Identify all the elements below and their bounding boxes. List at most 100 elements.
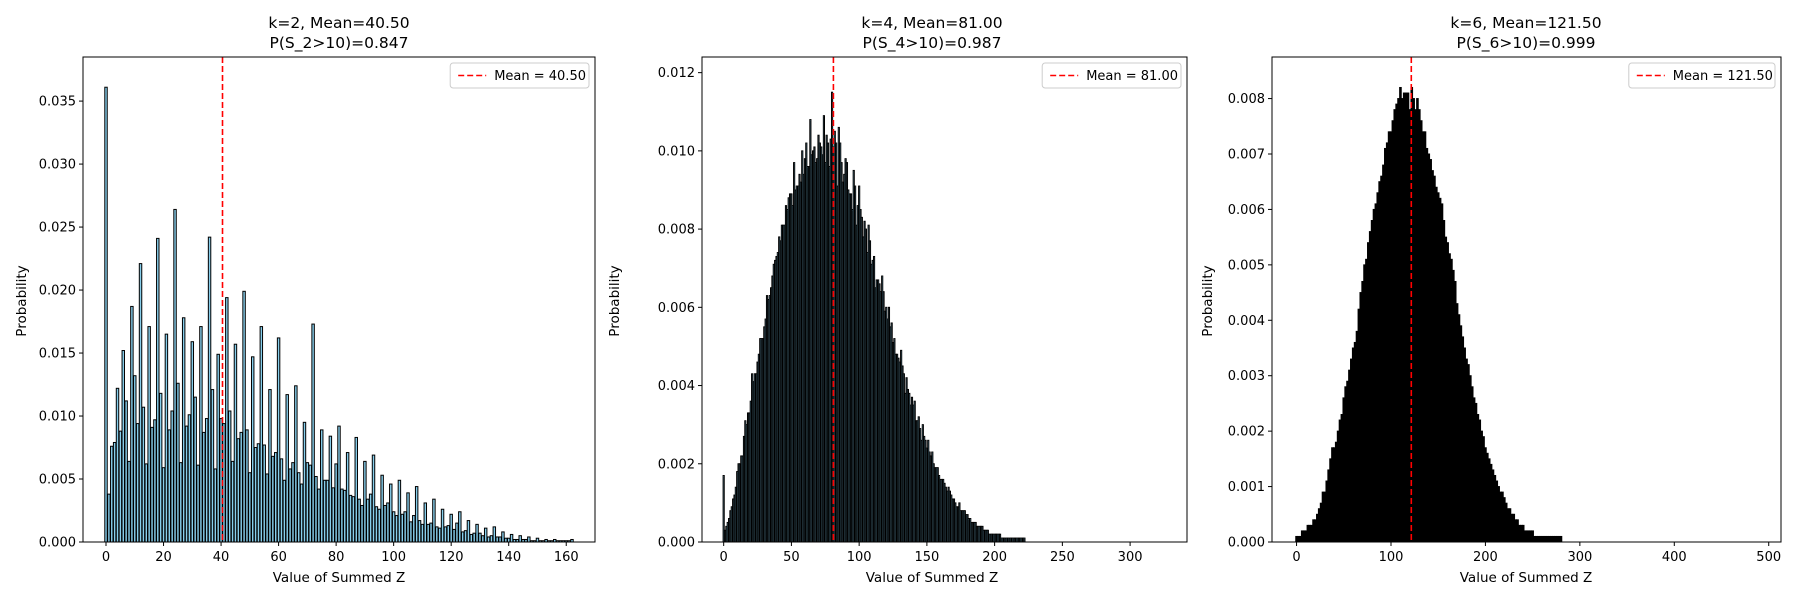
histogram-bar: [253, 447, 258, 543]
histogram-bar: [1527, 530, 1531, 543]
plot-area-k6: 0 100 200 300 400 500 0.000 0.001 0.002 0.003 0.00…: [1228, 56, 1782, 565]
histogram-bar: [1340, 414, 1344, 543]
histogram-bar: [426, 523, 430, 543]
y-tick-label: 0.007: [1228, 148, 1265, 163]
histogram-bar: [268, 389, 272, 543]
histogram-bar: [354, 436, 358, 543]
histogram-bar: [1314, 519, 1317, 543]
histogram-bar: [400, 513, 404, 543]
histogram-bar: [1548, 535, 1551, 543]
histogram-bar: [1542, 535, 1546, 543]
subplot-title-line1: k=4, Mean=81.00: [861, 14, 1002, 32]
histogram-bar: [1336, 430, 1340, 543]
histogram-bar: [150, 426, 154, 543]
histogram-bar: [449, 513, 453, 543]
histogram-bar: [1523, 530, 1527, 543]
histogram-bar: [495, 536, 499, 543]
histogram-bar: [302, 421, 307, 543]
histogram-bar: [1376, 192, 1380, 543]
histogram-bar: [121, 350, 125, 543]
x-tick-label: 120: [439, 550, 464, 565]
histogram-bar: [391, 511, 396, 543]
histogram-bar: [1431, 170, 1434, 543]
histogram-bar: [498, 536, 502, 543]
x-axis-label: Value of Summed Z: [866, 570, 999, 586]
histogram-bar: [153, 419, 157, 543]
histogram-bar: [475, 523, 479, 543]
histogram-bar: [1555, 535, 1559, 543]
histogram-bar: [1520, 524, 1523, 543]
histogram-bar: [1436, 192, 1440, 543]
histogram-bar: [469, 533, 474, 543]
histogram-bar: [225, 297, 229, 543]
x-tick-label: 50: [783, 550, 800, 565]
histogram-bar: [351, 496, 356, 543]
histogram-bar: [334, 463, 338, 543]
histogram-bar: [423, 502, 428, 543]
y-tick-label: 0.000: [39, 536, 76, 551]
histogram-bar: [1508, 508, 1512, 543]
histogram-bar: [389, 483, 393, 543]
histogram-bar: [1518, 524, 1521, 543]
histogram-bar: [1338, 419, 1342, 543]
histogram-bar: [1516, 519, 1519, 543]
histogram-bar: [1540, 535, 1544, 543]
histogram-bar: [452, 528, 456, 543]
histogram-bar: [506, 537, 511, 543]
histogram-bar: [144, 463, 148, 543]
histogram-bar: [460, 531, 465, 543]
histogram-bar: [443, 526, 448, 543]
histogram-bar: [1367, 242, 1370, 543]
x-tick-label: 500: [1756, 550, 1781, 565]
x-tick-label: 200: [982, 550, 1007, 565]
histogram-bar: [1419, 120, 1423, 543]
histogram-bar: [489, 535, 494, 543]
histogram-bar: [147, 326, 151, 543]
histogram-bar: [458, 511, 462, 543]
histogram-bar: [1391, 120, 1395, 543]
histogram-bar: [1504, 502, 1508, 543]
histogram-bar: [343, 489, 347, 543]
histogram-bar: [1325, 480, 1329, 543]
histogram-bar: [1382, 164, 1385, 543]
histogram-bar: [1304, 530, 1308, 543]
histogram-bar: [440, 508, 445, 543]
histogram-bar: [478, 532, 482, 543]
histogram-bar: [1295, 535, 1298, 543]
histogram-bar: [1470, 386, 1474, 543]
histogram-bar: [1440, 203, 1444, 543]
histogram-bar: [1344, 386, 1347, 543]
y-tick-label: 0.035: [39, 95, 76, 110]
histogram-bar: [1537, 535, 1540, 543]
histogram-bar: [1404, 92, 1408, 543]
histogram-bar: [1514, 519, 1517, 543]
x-axis-label: Value of Summed Z: [1460, 570, 1593, 586]
histogram-bar: [337, 425, 341, 543]
histogram-bar: [455, 522, 459, 543]
histogram-bar: [1361, 280, 1364, 543]
histogram-bar: [1442, 220, 1446, 543]
histogram-bar: [486, 536, 491, 543]
x-tick-label: 20: [155, 550, 172, 565]
histogram-bar: [1465, 358, 1468, 543]
histogram-bar: [328, 435, 333, 543]
histogram-bar: [115, 387, 120, 543]
histogram-bar: [1395, 103, 1398, 543]
x-tick-label: 300: [1567, 550, 1592, 565]
histogram-bar: [1384, 147, 1387, 543]
histogram-bar: [1467, 364, 1470, 543]
histogram-bar: [259, 326, 264, 543]
x-tick-label: 140: [496, 550, 521, 565]
histogram-bar: [210, 389, 215, 543]
histogram-bar: [437, 527, 442, 543]
histogram-bar: [317, 488, 321, 543]
histogram-bar: [518, 535, 522, 543]
histogram-bar: [138, 263, 143, 543]
x-tick-label: 0: [720, 550, 728, 565]
y-tick-label: 0.006: [1228, 203, 1265, 218]
histogram-bar: [509, 533, 514, 543]
histogram-bar: [1306, 524, 1310, 543]
histogram-bar: [406, 492, 410, 543]
histogram-bar: [435, 526, 439, 543]
